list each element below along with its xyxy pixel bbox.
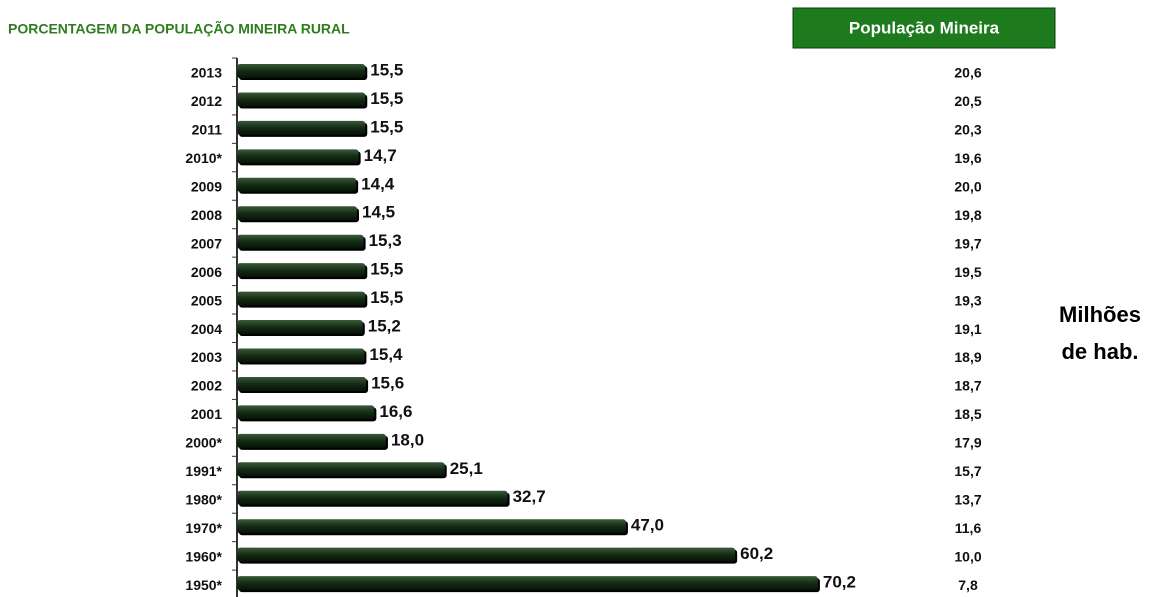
- y-tick-label: 2011: [192, 122, 223, 138]
- bar: [237, 490, 508, 505]
- bar: [237, 547, 736, 562]
- chart-title: PORCENTAGEM DA POPULAÇÃO MINEIRA RURAL: [8, 20, 350, 37]
- value-label: 15,5: [370, 288, 403, 307]
- population-value: 19,3: [954, 292, 981, 308]
- y-tick-label: 2000*: [185, 435, 222, 451]
- value-label: 14,5: [362, 203, 395, 222]
- y-tick-label: 2006: [191, 264, 222, 280]
- y-tick-label: 2001: [191, 406, 222, 422]
- bar: [237, 234, 364, 249]
- population-value: 18,7: [954, 378, 981, 394]
- population-value: 19,5: [954, 264, 981, 280]
- y-tick-label: 2004: [191, 321, 222, 337]
- value-label: 15,4: [369, 345, 403, 364]
- value-label: 15,3: [369, 231, 402, 250]
- population-value: 19,8: [954, 207, 981, 223]
- y-tick-label: 1980*: [185, 491, 222, 507]
- y-tick-label: 2012: [191, 93, 222, 109]
- y-tick-label: 2003: [191, 349, 222, 365]
- population-value: 17,9: [954, 435, 981, 451]
- value-label: 15,6: [371, 373, 404, 392]
- value-label: 15,5: [370, 260, 403, 279]
- population-value: 13,7: [954, 491, 981, 507]
- value-label: 60,2: [740, 544, 773, 563]
- bar: [237, 291, 366, 306]
- population-value: 19,1: [954, 321, 981, 337]
- bar: [237, 92, 366, 107]
- bar: [237, 320, 363, 335]
- population-header-box: [792, 7, 1056, 49]
- population-value: 20,0: [954, 179, 981, 195]
- value-label: 32,7: [513, 487, 546, 506]
- value-label: 14,4: [361, 174, 395, 193]
- population-value: 11,6: [955, 520, 982, 536]
- bar: [237, 120, 366, 135]
- unit-label: Milhões: [1059, 302, 1141, 327]
- bar: [237, 462, 445, 477]
- y-tick-label: 2005: [191, 292, 222, 308]
- population-value: 7,8: [958, 577, 978, 593]
- y-tick-label: 2010*: [185, 150, 222, 166]
- population-header: População Mineira: [849, 18, 1000, 37]
- value-label: 16,6: [379, 402, 412, 421]
- bar: [237, 348, 365, 363]
- population-value: 10,0: [954, 548, 981, 564]
- y-tick-label: 1950*: [185, 577, 222, 593]
- y-tick-label: 1991*: [185, 463, 222, 479]
- y-tick-label: 2013: [191, 65, 222, 81]
- value-label: 15,5: [370, 117, 403, 136]
- bar: [237, 64, 366, 78]
- unit-label: de hab.: [1061, 339, 1138, 364]
- value-label: 15,5: [370, 89, 403, 108]
- value-label: 47,0: [631, 516, 664, 535]
- population-value: 18,9: [954, 349, 981, 365]
- bar: [237, 405, 375, 420]
- y-tick-label: 2007: [191, 235, 222, 251]
- bar: [237, 206, 357, 221]
- bar: [237, 149, 359, 164]
- value-label: 70,2: [823, 573, 856, 592]
- population-value: 15,7: [954, 463, 981, 479]
- bar: [237, 433, 386, 448]
- y-tick-label: 2009: [191, 179, 222, 195]
- value-label: 25,1: [450, 459, 483, 478]
- y-tick-label: 2008: [191, 207, 222, 223]
- population-value: 19,7: [954, 235, 981, 251]
- value-label: 15,2: [368, 317, 401, 336]
- bar: [237, 519, 626, 534]
- y-tick-label: 2002: [191, 378, 222, 394]
- bar: [237, 376, 367, 391]
- population-value: 20,3: [954, 122, 981, 138]
- y-tick-label: 1970*: [185, 520, 222, 536]
- population-value: 19,6: [954, 150, 981, 166]
- value-label: 15,5: [370, 60, 403, 79]
- value-label: 18,0: [391, 430, 424, 449]
- bar: [237, 263, 366, 278]
- bar: [237, 576, 818, 591]
- y-tick-label: 1960*: [185, 548, 222, 564]
- bar: [237, 177, 357, 192]
- value-label: 14,7: [364, 146, 397, 165]
- population-value: 20,5: [954, 93, 981, 109]
- population-value: 20,6: [954, 65, 981, 81]
- population-value: 18,5: [954, 406, 981, 422]
